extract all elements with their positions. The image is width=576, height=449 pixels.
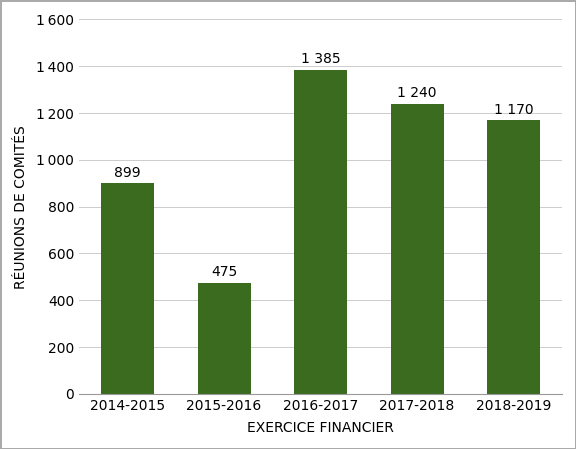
Text: 1 385: 1 385 (301, 52, 340, 66)
Text: 475: 475 (211, 265, 237, 279)
Bar (294, 70, 347, 394)
Text: 1 240: 1 240 (397, 86, 437, 100)
Bar (101, 184, 154, 394)
Bar (391, 104, 444, 394)
Bar (198, 283, 251, 394)
Text: 899: 899 (114, 166, 141, 180)
Text: 1 170: 1 170 (494, 102, 533, 117)
X-axis label: EXERCICE FINANCIER: EXERCICE FINANCIER (247, 421, 394, 435)
Y-axis label: RÉUNIONS DE COMITÉS: RÉUNIONS DE COMITÉS (14, 125, 28, 289)
Bar (487, 120, 540, 394)
